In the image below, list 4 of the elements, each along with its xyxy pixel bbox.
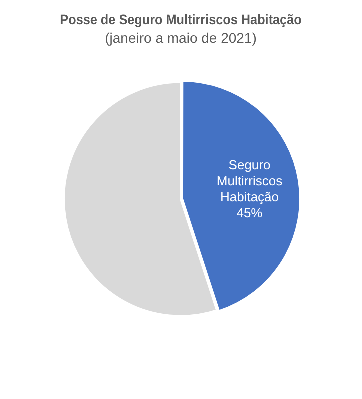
chart-title: Posse de Seguro Multirriscos Habitação — [60, 12, 302, 28]
data-label: 45% — [236, 205, 264, 220]
chart-subtitle: (janeiro a maio de 2021) — [105, 30, 257, 46]
slice-label: Seguro Multirriscos Habitação — [216, 157, 284, 204]
